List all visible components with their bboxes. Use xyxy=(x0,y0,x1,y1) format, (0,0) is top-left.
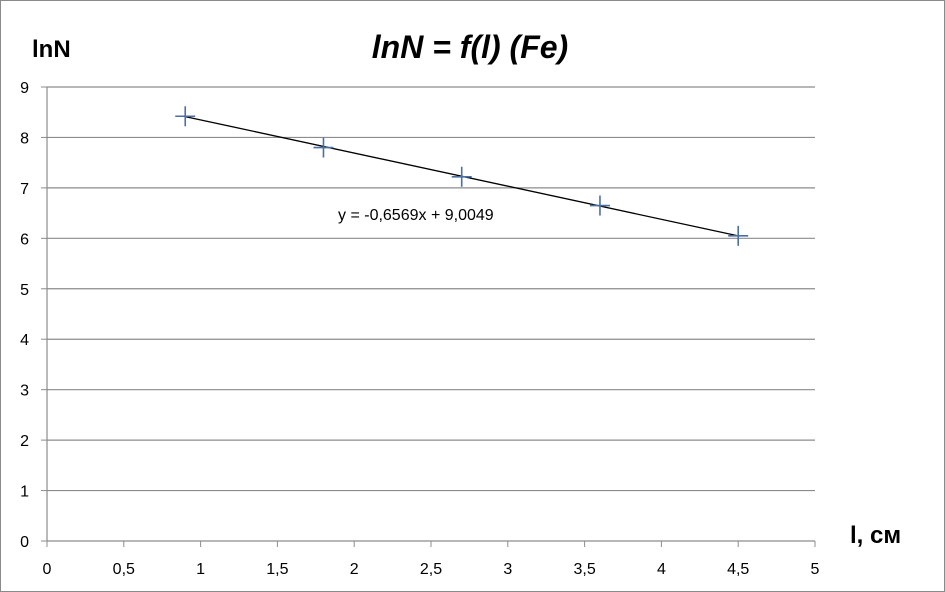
y-tick-label: 4 xyxy=(20,332,29,349)
x-tick-label: 4,5 xyxy=(727,561,749,578)
x-tick-label: 3,5 xyxy=(573,561,595,578)
grid-lines xyxy=(47,86,815,492)
data-point xyxy=(589,195,610,216)
x-tick-label: 1,5 xyxy=(266,561,288,578)
data-points xyxy=(175,106,749,246)
chart-title: lnN = f(l) (Fe) xyxy=(372,29,568,65)
axes: 0 1 2 3 4 5 6 7 8 9 0 0,5 1 1,5 2 2,5 3 3,5 4 4,5 5 xyxy=(20,80,819,578)
trendline-equation: y = -0,6569x + 9,0049 xyxy=(338,207,494,224)
x-tick-label: 2 xyxy=(350,561,359,578)
x-axis-title: l, см xyxy=(850,522,901,549)
y-tick-label: 5 xyxy=(20,282,29,299)
y-tick-label: 0 xyxy=(20,534,29,551)
x-tick-label: 3 xyxy=(503,561,512,578)
y-tick-label: 2 xyxy=(20,433,29,450)
data-point xyxy=(728,225,749,246)
y-tick-label: 8 xyxy=(20,130,29,147)
x-tick-label: 0 xyxy=(43,561,52,578)
x-tick-label: 1 xyxy=(196,561,205,578)
y-axis-title: lnN xyxy=(32,36,71,63)
y-tick-label: 1 xyxy=(20,484,29,501)
data-point xyxy=(175,106,196,127)
y-tick-label: 6 xyxy=(20,231,29,248)
y-tick-label: 3 xyxy=(20,383,29,400)
x-tick-label: 4 xyxy=(657,561,666,578)
y-tick-label: 7 xyxy=(20,181,29,198)
x-tick-label: 0,5 xyxy=(113,561,135,578)
y-tick-label: 9 xyxy=(20,80,29,97)
data-point xyxy=(313,137,334,158)
x-tick-label: 5 xyxy=(811,561,820,578)
data-point xyxy=(451,166,472,187)
x-tick-label: 2,5 xyxy=(420,561,442,578)
